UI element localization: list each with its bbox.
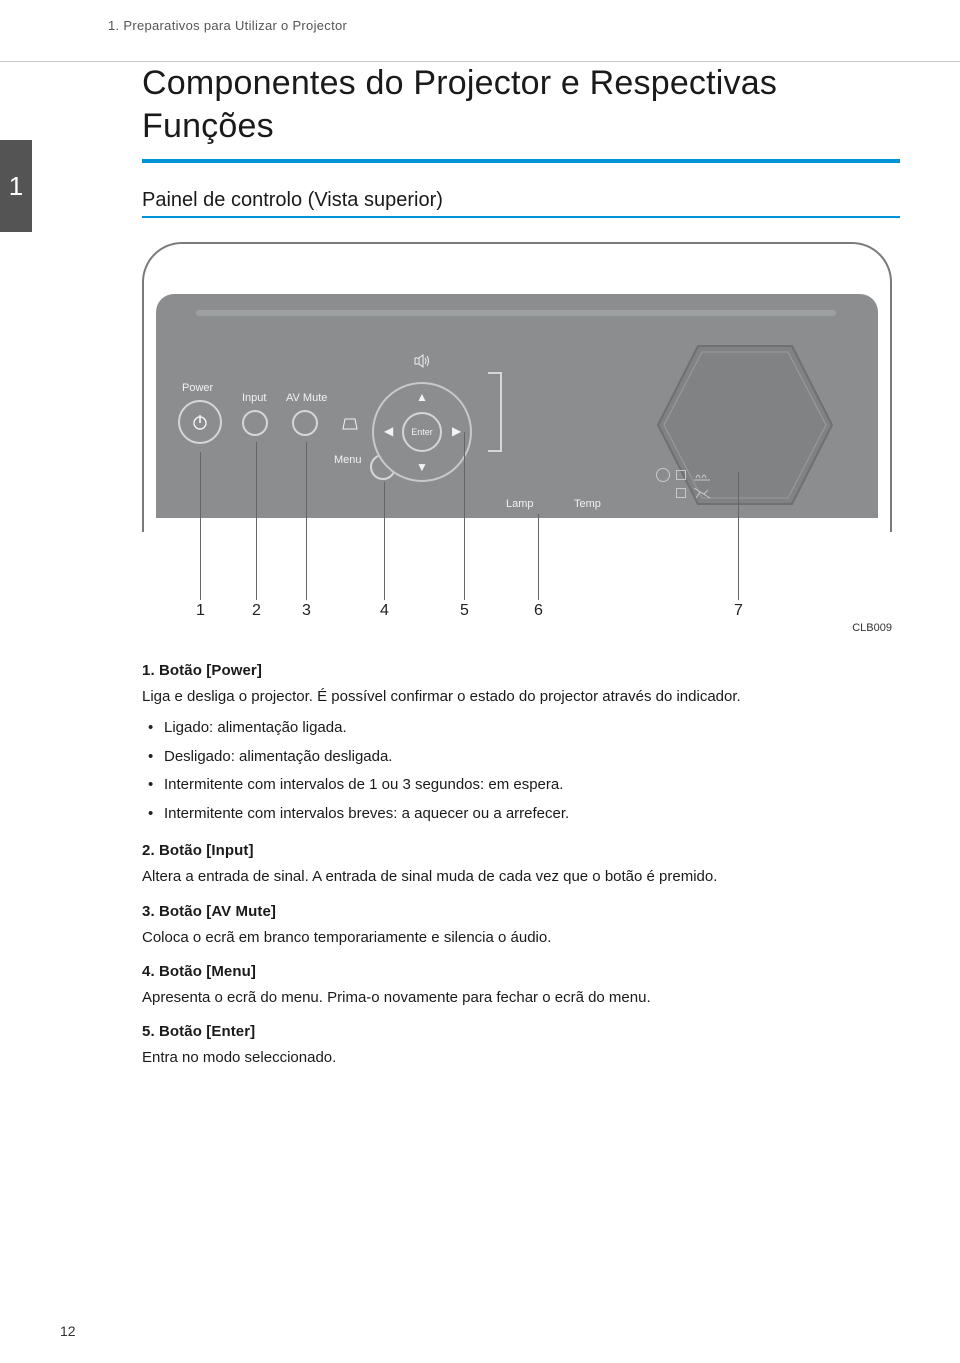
- section-underline: [142, 216, 900, 218]
- callout-number: 3: [302, 602, 311, 620]
- item-block: 4. Botão [Menu] Apresenta o ecrã do menu…: [142, 963, 900, 1009]
- no-touch-icon: [692, 486, 712, 500]
- keystone-icon: [342, 418, 358, 433]
- checkbox-icon: [676, 488, 686, 498]
- item-title: 4. Botão [Menu]: [142, 963, 900, 980]
- callout-line: [306, 442, 307, 600]
- enter-button: Enter: [402, 412, 442, 452]
- callout-line: [464, 432, 465, 600]
- chapter-tab: 1: [0, 140, 32, 232]
- callout-line: [538, 514, 539, 600]
- item-title: 3. Botão [AV Mute]: [142, 903, 900, 920]
- item-desc: Entra no modo seleccionado.: [142, 1046, 900, 1069]
- callout-line: [738, 472, 739, 600]
- label-menu: Menu: [334, 454, 362, 466]
- input-button-icon: [242, 410, 268, 436]
- panel-body: Power Input AV Mute Menu En: [156, 294, 878, 518]
- item-desc: Liga e desliga o projector. É possível c…: [142, 685, 900, 708]
- item-desc: Coloca o ecrã em branco temporariamente …: [142, 926, 900, 949]
- bullet-list: Ligado: alimentação ligada. Desligado: a…: [142, 714, 900, 828]
- arrow-right-icon: ▶: [452, 424, 461, 438]
- arrow-down-icon: ▼: [416, 460, 428, 474]
- callout-number: 1: [196, 602, 205, 620]
- callout-number: 6: [534, 602, 543, 620]
- avmute-button-icon: [292, 410, 318, 436]
- power-button-icon: [178, 400, 222, 444]
- label-power: Power: [182, 382, 213, 394]
- label-lamp: Lamp: [506, 498, 534, 510]
- volume-icon: [414, 354, 430, 371]
- label-avmute: AV Mute: [286, 392, 327, 404]
- checkbox-icon: [676, 470, 686, 480]
- warning-icons: 🛇: [656, 468, 712, 500]
- arrow-left-icon: ◀: [384, 424, 393, 438]
- item-desc: Altera a entrada de sinal. A entrada de …: [142, 865, 900, 888]
- callout-line: [256, 442, 257, 600]
- label-input: Input: [242, 392, 266, 404]
- hot-icon: [692, 468, 712, 482]
- label-temp: Temp: [574, 498, 601, 510]
- list-item: Intermitente com intervalos breves: a aq…: [164, 800, 900, 829]
- arrow-up-icon: ▲: [416, 390, 428, 404]
- callout-number: 4: [380, 602, 389, 620]
- panel-slot: [196, 310, 836, 316]
- page-title: Componentes do Projector e Respectivas F…: [142, 62, 900, 147]
- dpad: Enter ▲ ▼ ◀ ▶: [366, 376, 478, 488]
- item-desc: Apresenta o ecrã do menu. Prima-o novame…: [142, 986, 900, 1009]
- section-title: Painel de controlo (Vista superior): [142, 189, 900, 212]
- callout-line: [384, 482, 385, 600]
- callout-number: 7: [734, 602, 743, 620]
- breadcrumb: 1. Preparativos para Utilizar o Projecto…: [108, 18, 900, 33]
- item-block: 3. Botão [AV Mute] Coloca o ecrã em bran…: [142, 903, 900, 949]
- item-block: 5. Botão [Enter] Entra no modo seleccion…: [142, 1023, 900, 1069]
- prohibit-icon: 🛇: [656, 468, 670, 482]
- callout-number: 5: [460, 602, 469, 620]
- item-title: 1. Botão [Power]: [142, 662, 900, 679]
- dpad-bracket: [488, 372, 502, 452]
- control-panel-diagram: Power Input AV Mute Menu En: [142, 242, 892, 662]
- callout-line: [200, 452, 201, 600]
- item-title: 5. Botão [Enter]: [142, 1023, 900, 1040]
- callout-number: 2: [252, 602, 261, 620]
- page-number: 12: [60, 1323, 76, 1339]
- title-underline: [142, 159, 900, 163]
- list-item: Intermitente com intervalos de 1 ou 3 se…: [164, 771, 900, 800]
- list-item: Desligado: alimentação desligada.: [164, 743, 900, 772]
- diagram-reference-code: CLB009: [852, 622, 892, 634]
- item-title: 2. Botão [Input]: [142, 842, 900, 859]
- item-block: 2. Botão [Input] Altera a entrada de sin…: [142, 842, 900, 888]
- list-item: Ligado: alimentação ligada.: [164, 714, 900, 743]
- item-block: 1. Botão [Power] Liga e desliga o projec…: [142, 662, 900, 828]
